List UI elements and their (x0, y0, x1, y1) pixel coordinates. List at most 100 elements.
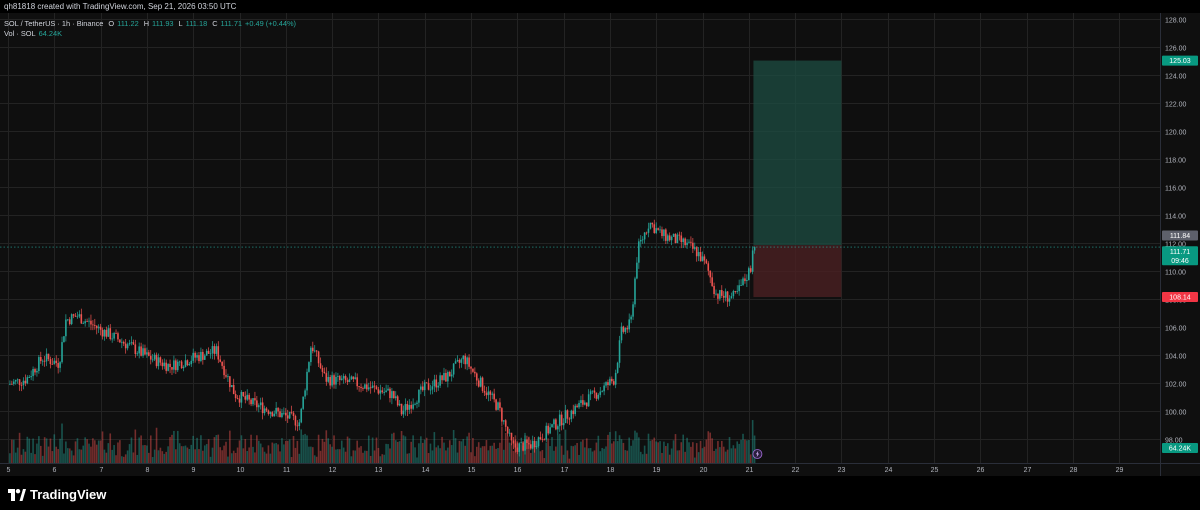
legend-open-label: O (108, 19, 115, 28)
candle-body (450, 374, 453, 377)
candle-body (520, 442, 522, 444)
candle-body (396, 396, 399, 406)
volume-bar (381, 454, 384, 463)
volume-bar (63, 453, 65, 463)
volume-bar (379, 456, 382, 463)
volume-bar (526, 443, 528, 463)
volume-bar (246, 451, 249, 463)
candle-body (236, 398, 239, 399)
candle-body (387, 388, 389, 391)
volume-bar (134, 429, 137, 463)
volume-bar (9, 453, 11, 463)
volume-bar (176, 430, 179, 463)
volume-bar (157, 450, 160, 463)
candle-body (312, 347, 314, 352)
candle-body (634, 278, 636, 305)
volume-bar (454, 438, 457, 463)
volume-bar (113, 445, 115, 463)
candle-body (281, 412, 283, 418)
volume-bar (277, 444, 279, 463)
volume-bar (483, 446, 486, 463)
candle-body (441, 375, 443, 381)
volume-bar (313, 455, 316, 463)
volume-bar (173, 430, 175, 463)
candle-body (555, 419, 557, 430)
candle-body (587, 394, 590, 407)
candle-body (491, 393, 494, 395)
candle-body (362, 388, 364, 389)
volume-bar (267, 445, 270, 463)
volume-bar (234, 452, 237, 463)
candle-body (661, 229, 663, 237)
volume-bar (638, 437, 640, 463)
candle-body (43, 360, 46, 362)
candle-body (238, 398, 241, 403)
tradingview-logo[interactable]: TradingView (8, 487, 106, 502)
candle-body (551, 424, 553, 428)
candle-body (184, 360, 187, 367)
volume-bar (402, 435, 405, 463)
candle-body (425, 382, 428, 384)
candle-body (533, 440, 536, 448)
candle-body (553, 419, 555, 425)
volume-bar (543, 458, 546, 463)
volume-bar (597, 435, 600, 463)
volume-bar (441, 436, 443, 463)
target-zone (753, 60, 842, 246)
candle-body (412, 404, 414, 409)
candle-body (684, 238, 686, 246)
volume-bar (119, 440, 121, 463)
volume-bar (175, 449, 177, 463)
volume-bar (105, 452, 108, 463)
candle-body (26, 377, 29, 384)
volume-bar (418, 443, 420, 463)
candle-body (410, 404, 412, 409)
volume-bar (317, 434, 320, 463)
volume-bar (387, 444, 389, 463)
candle-body (481, 377, 484, 391)
tradingview-logo-text: TradingView (30, 487, 107, 502)
volume-bar (462, 438, 465, 463)
volume-bar (584, 447, 586, 463)
candle-body (406, 404, 409, 410)
x-tick-label: 28 (1070, 467, 1078, 474)
volume-bar (400, 430, 403, 463)
chart-area[interactable]: 128.00 126.00 124.00 122.00 120.00 118.00 116.… (0, 13, 1200, 476)
candle-body (639, 240, 642, 242)
volume-bar (447, 447, 449, 463)
candle-body (186, 360, 189, 366)
volume-bar (26, 436, 29, 463)
volume-bar (396, 441, 399, 463)
legend-low-value: 111.18 (185, 19, 208, 28)
price-chart[interactable]: 128.00 126.00 124.00 122.00 120.00 118.00 116.… (0, 13, 1200, 476)
y-tick-label: 124.00 (1165, 74, 1187, 81)
volume-bar (614, 431, 617, 463)
candle-body (377, 389, 380, 394)
x-tick-label: 18 (607, 467, 615, 474)
volume-bar (416, 457, 418, 463)
candle-body (663, 229, 665, 237)
legend-close-label: C (212, 19, 218, 28)
volume-bar (516, 441, 519, 463)
candle-body (512, 440, 515, 444)
volume-bar (70, 450, 73, 463)
volume-bar (321, 438, 324, 463)
volume-bar (595, 442, 598, 463)
volume-bar (408, 453, 411, 463)
volume-bar (504, 433, 507, 463)
candle-body (194, 352, 196, 358)
candle-body (643, 232, 646, 240)
volume-bar (497, 448, 499, 463)
volume-bar (541, 450, 544, 463)
candle-body (487, 391, 490, 396)
volume-bar (41, 455, 44, 463)
candle-body (161, 362, 164, 367)
candle-body (568, 418, 571, 420)
candle-body (313, 350, 316, 352)
x-tick-label: 10 (237, 467, 245, 474)
candle-body (537, 437, 540, 447)
candle-body (630, 316, 632, 320)
candle-body (414, 403, 416, 405)
candle-body (157, 357, 160, 367)
